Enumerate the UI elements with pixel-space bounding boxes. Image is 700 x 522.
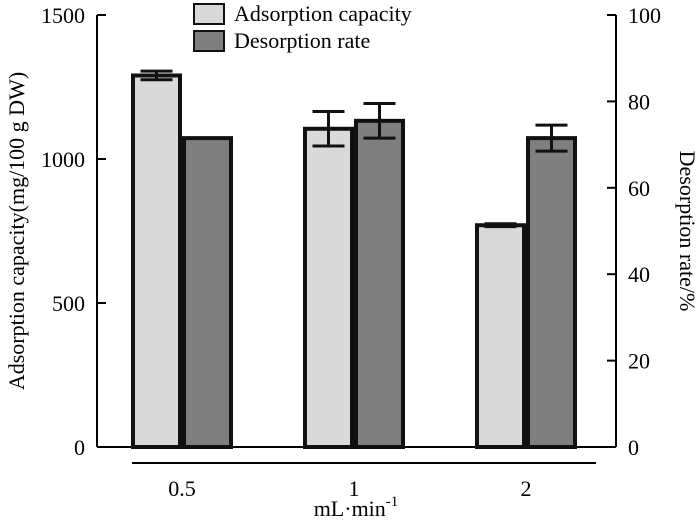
legend-swatch-adsorption <box>193 3 225 25</box>
legend-label-desorption: Desorption rate <box>234 28 370 53</box>
bar-adsorption-1 <box>303 126 354 449</box>
x-tick-label-1: 1 <box>349 476 360 501</box>
right-y-axis-title: Desorption rate/% <box>675 151 700 312</box>
x-tick-label-0.5: 0.5 <box>168 476 196 501</box>
x-tick-label-2: 2 <box>521 476 532 501</box>
right-y-tick-label: 40 <box>628 262 650 287</box>
right-y-tick-label: 100 <box>628 3 661 28</box>
bars-layer <box>131 73 577 449</box>
bar-adsorption-2 <box>475 223 526 449</box>
bar-desorption-2 <box>526 136 577 449</box>
x-axis-title: mL·min-1 <box>314 494 399 521</box>
left-y-tick-label: 1000 <box>41 147 85 172</box>
right-y-tick-label: 60 <box>628 176 650 201</box>
axis-labels-layer: 0.5 1 2 Adsorption capacity(mg/100 g DW) Des… <box>4 72 700 521</box>
bar-desorption-1 <box>354 118 405 449</box>
legend-swatch-desorption <box>193 30 225 52</box>
right-y-tick-label: 0 <box>628 435 639 460</box>
left-y-axis-title: Adsorption capacity(mg/100 g DW) <box>4 72 29 390</box>
left-y-tick-label: 1500 <box>41 3 85 28</box>
left-y-tick-label: 0 <box>74 435 85 460</box>
left-y-tick-label: 500 <box>52 291 85 316</box>
bar-adsorption-0.5 <box>131 73 182 449</box>
right-y-tick-label: 80 <box>628 89 650 114</box>
error-bars-layer <box>140 69 568 229</box>
bar-desorption-0.5 <box>182 136 233 449</box>
right-y-tick-label: 20 <box>628 349 650 374</box>
legend-label-adsorption: Adsorption capacity <box>234 1 412 26</box>
